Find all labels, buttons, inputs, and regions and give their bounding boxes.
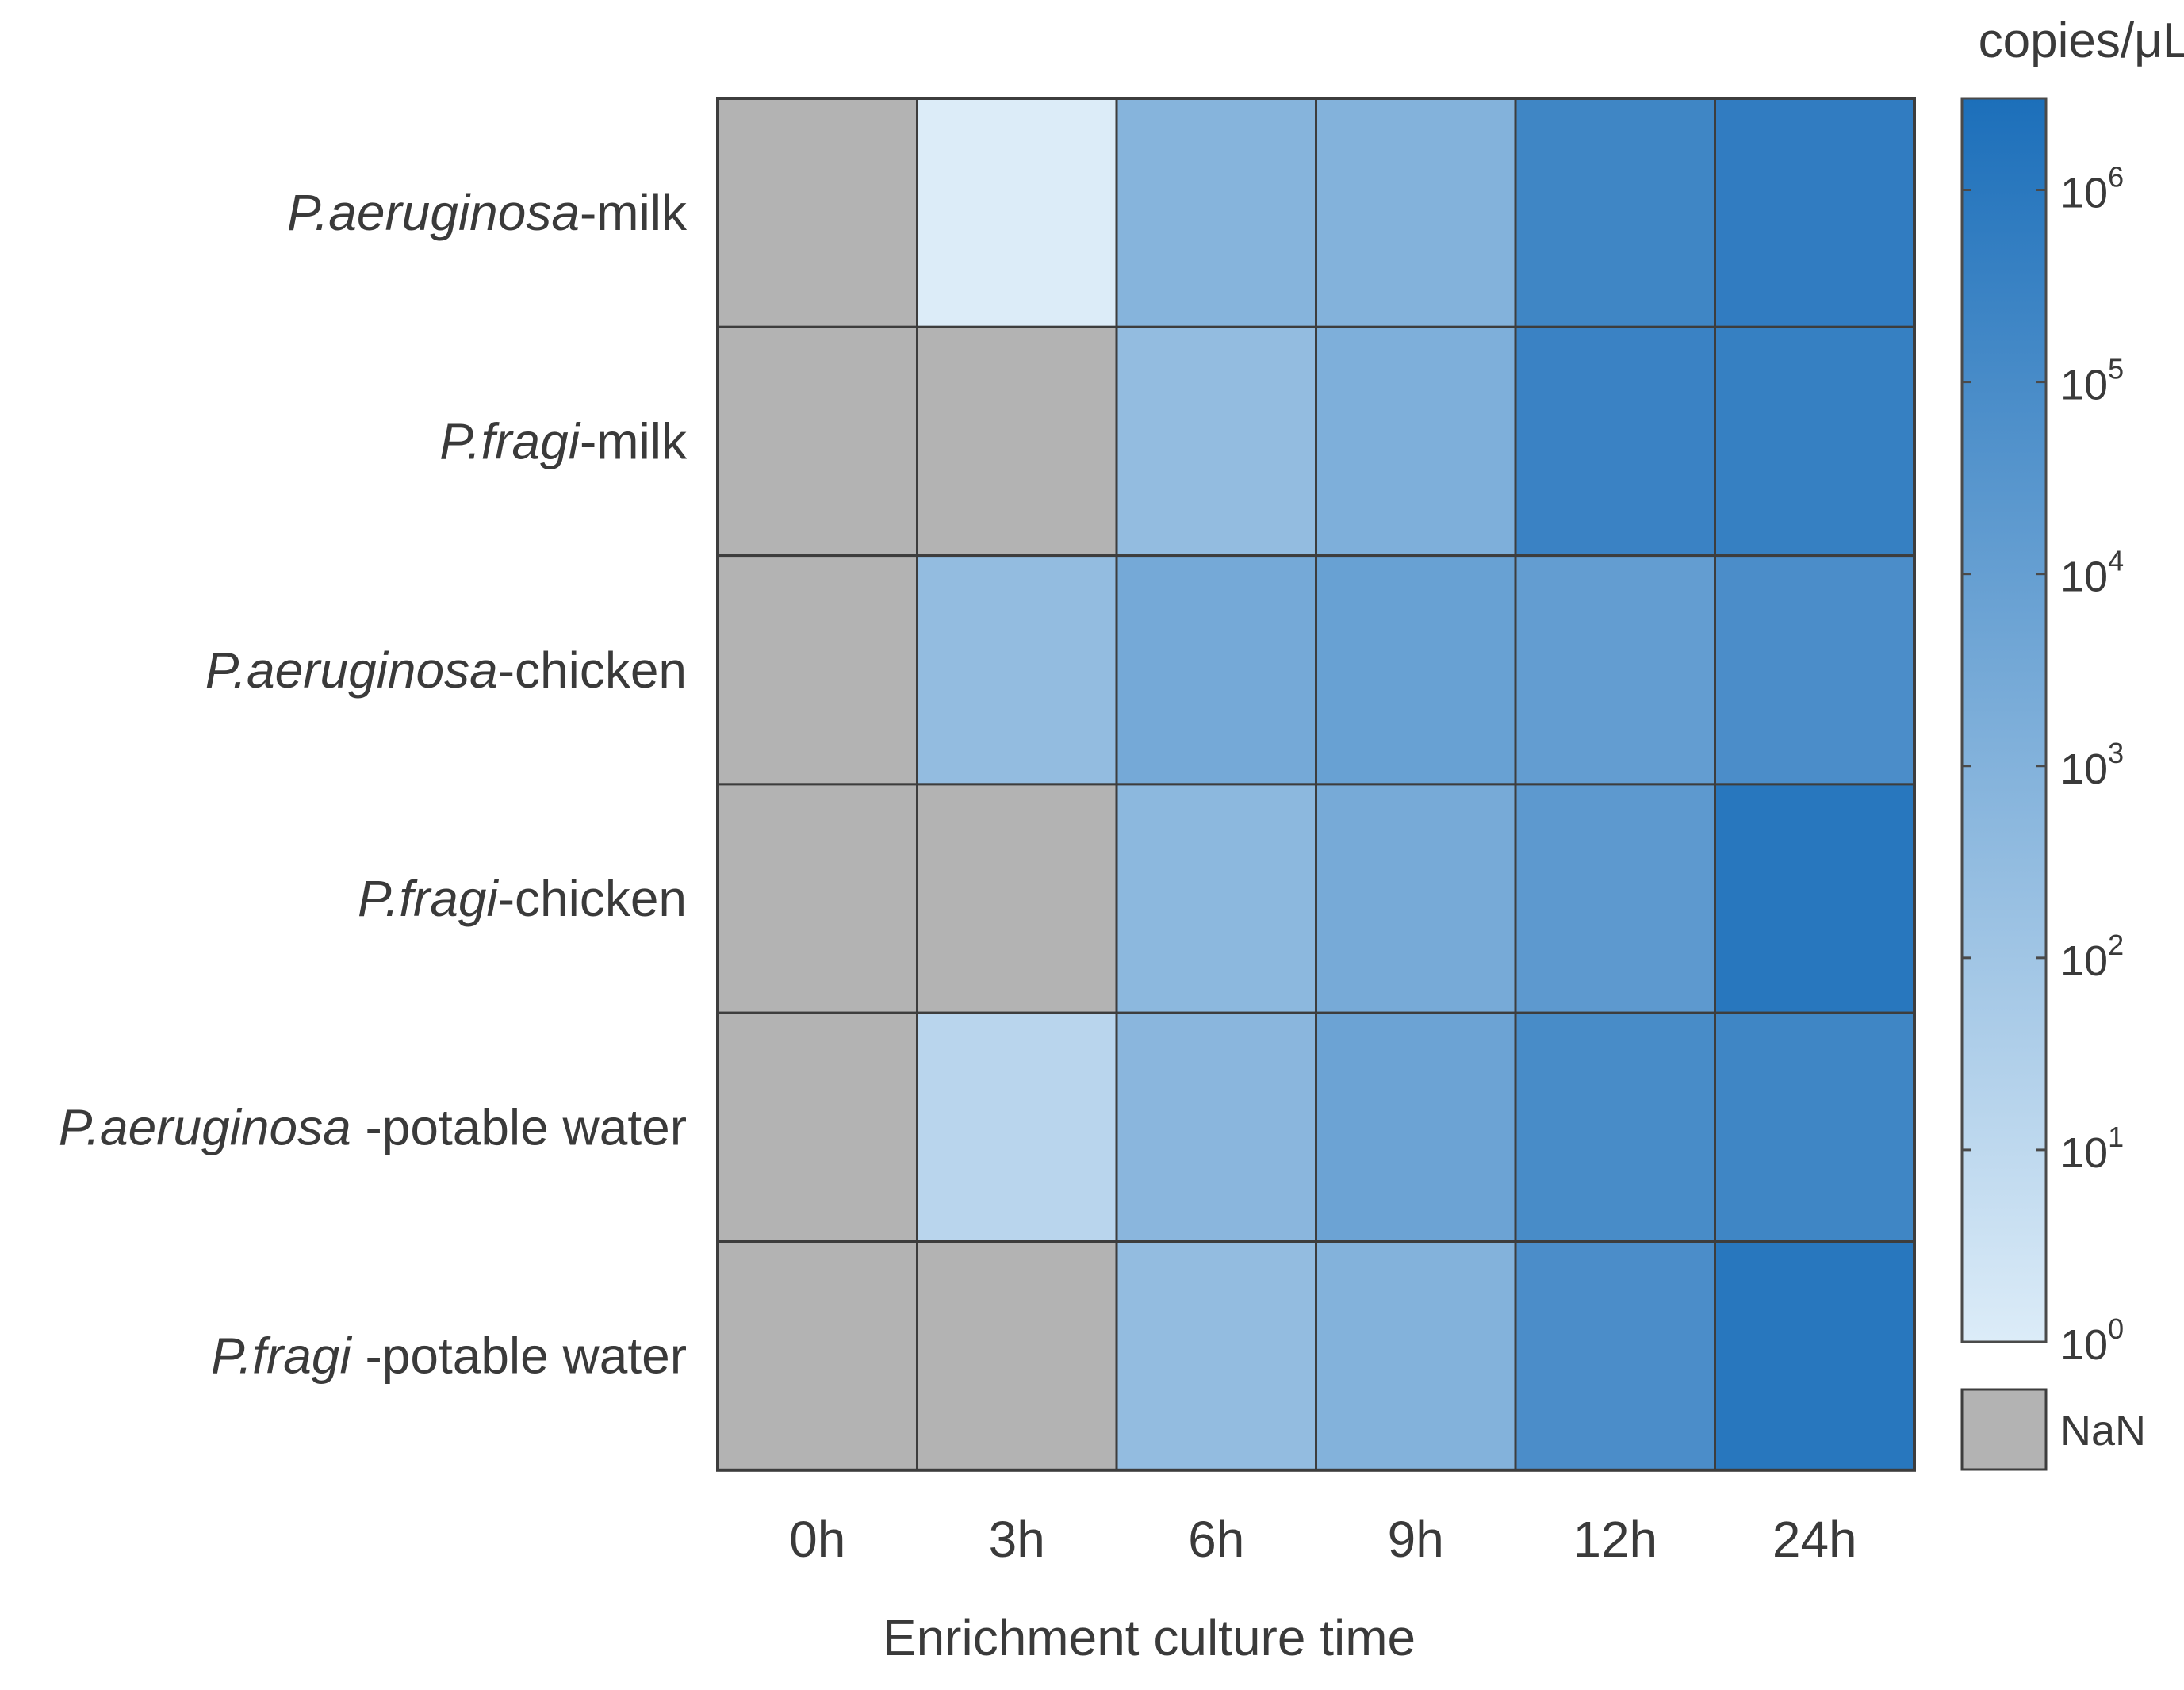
heatmap-cell [916, 1011, 1118, 1243]
row-labels: P.aeruginosa-milk P.fragi-milk P.aeruginos… [59, 184, 688, 1385]
heatmap-cell [1115, 97, 1317, 328]
colorbar-tick-label: 105 [2060, 353, 2124, 409]
colorbar-tick-label: 100 [2060, 1313, 2124, 1369]
nan-legend-label: NaN [2060, 1407, 2146, 1454]
heatmap-cell [716, 554, 918, 786]
colorbar-tick-label: 102 [2060, 929, 2124, 985]
row-label: P.fragi -potable water [211, 1328, 687, 1385]
colorbar: copies/μL 100 101 102 103 104 105 106 NaN [1960, 13, 2184, 1471]
heatmap-cell [1714, 554, 1916, 786]
heatmap-cell [916, 1240, 1118, 1472]
heatmap-cell [1315, 97, 1517, 328]
heatmap-cell [716, 1011, 918, 1243]
heatmap-cell [1514, 1011, 1716, 1243]
colorbar-ticks: 100 101 102 103 104 105 106 [1962, 161, 2124, 1369]
heatmap-cell [1514, 97, 1716, 328]
heatmap-border [716, 97, 1916, 1472]
colorbar-tick-label: 103 [2060, 737, 2124, 793]
column-label: 12h [1573, 1511, 1657, 1568]
column-label: 6h [1188, 1511, 1244, 1568]
heatmap-cell [1714, 1011, 1916, 1243]
heatmap-cell [716, 97, 918, 328]
column-label: 24h [1772, 1511, 1857, 1568]
column-label: 9h [1388, 1511, 1444, 1568]
colorbar-label: copies/μL [1979, 13, 2184, 68]
colorbar-tick-label: 101 [2060, 1121, 2124, 1177]
column-label: 3h [989, 1511, 1045, 1568]
heatmap-cell [716, 1240, 918, 1472]
heatmap-cell [1514, 325, 1716, 558]
heatmap-cell [916, 554, 1118, 786]
heatmap-cell [916, 783, 1118, 1014]
heatmap-cell [1115, 554, 1317, 786]
heatmap-cell [1315, 783, 1517, 1014]
heatmap-cell [1714, 97, 1916, 328]
heatmap-cell [1115, 783, 1317, 1014]
heatmap-cell [1315, 325, 1517, 558]
heatmap-cell [1514, 783, 1716, 1014]
heatmap-cell [1714, 325, 1916, 558]
colorbar-tick-label: 106 [2060, 161, 2124, 217]
heatmap-cell [716, 783, 918, 1014]
heatmap-cell [1714, 783, 1916, 1014]
row-label: P.aeruginosa -potable water [59, 1098, 687, 1155]
heatmap-cell [1514, 1240, 1716, 1472]
heatmap-cell [1315, 554, 1517, 786]
heatmap-cell [916, 97, 1118, 328]
heatmap-cell [1115, 1240, 1317, 1472]
row-label: P.fragi-chicken [358, 870, 687, 927]
heatmap-cell [1514, 554, 1716, 786]
colorbar-tick-label: 104 [2060, 545, 2124, 601]
row-label: P.aeruginosa-chicken [205, 642, 687, 699]
colorbar-gradient [1960, 97, 2048, 1343]
heatmap-cell [716, 325, 918, 558]
heatmap-cell [1115, 325, 1317, 558]
nan-legend-swatch [1960, 1388, 2048, 1471]
heatmap-cells [716, 97, 1916, 1472]
row-label: P.aeruginosa-milk [287, 184, 688, 241]
heatmap-cell [1315, 1240, 1517, 1472]
x-axis-title: Enrichment culture time [883, 1609, 1416, 1666]
column-labels: 0h 3h 6h 9h 12h 24h [789, 1511, 1856, 1568]
column-label: 0h [789, 1511, 845, 1568]
heatmap-cell [1115, 1011, 1317, 1243]
row-label: P.fragi-milk [439, 412, 688, 469]
heatmap-cell [1315, 1011, 1517, 1243]
heatmap-cell [1714, 1240, 1916, 1472]
heatmap-cell [916, 325, 1118, 558]
